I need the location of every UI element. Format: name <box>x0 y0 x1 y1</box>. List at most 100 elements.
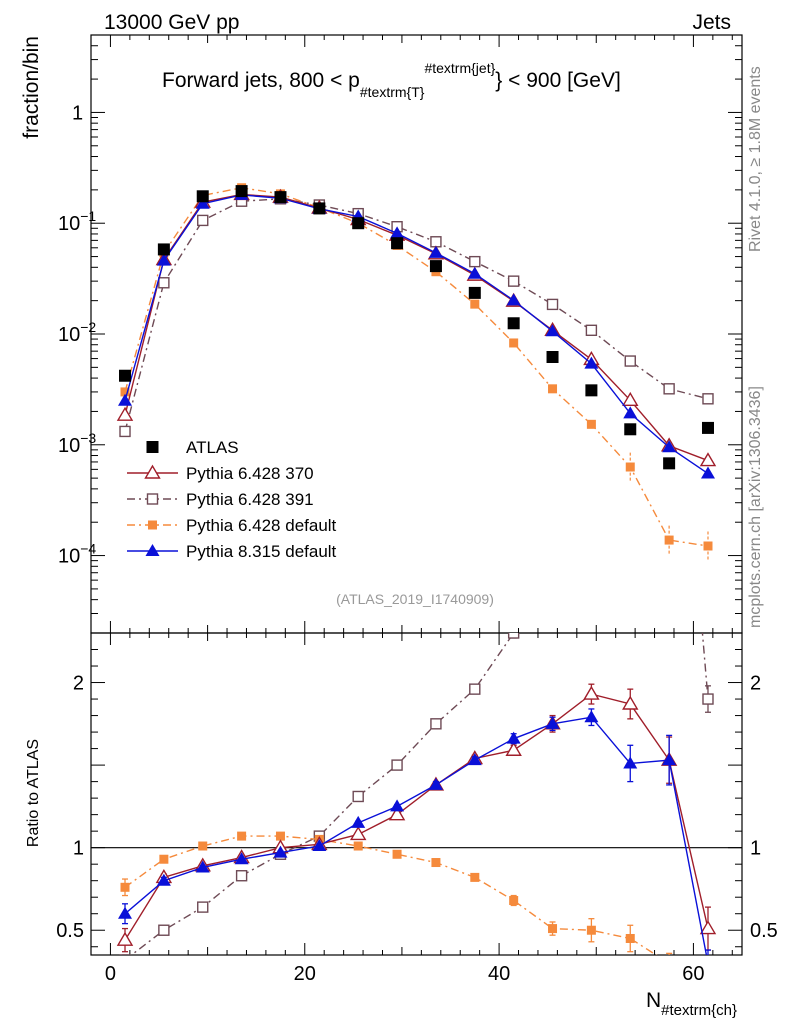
data-point-atlas <box>119 369 132 382</box>
y-tick-base: 10 <box>58 435 80 457</box>
legend-marker-py6_default <box>148 520 157 530</box>
ratio-point-py6_391 <box>197 901 209 913</box>
data-point-py6_391 <box>663 383 675 395</box>
data-point-atlas <box>274 191 287 204</box>
x-label-main: N <box>646 989 661 1012</box>
ratio-point-py6_391 <box>469 683 481 695</box>
x-tick-label: 0 <box>105 963 116 985</box>
data-point-atlas <box>429 260 442 273</box>
data-point-py8_default <box>118 393 133 406</box>
ratio-point-py6_default <box>198 841 208 851</box>
y-tick-exponent: −2 <box>80 319 96 335</box>
ratio-point-py6_391 <box>158 924 170 936</box>
data-point-py8_default <box>584 356 599 369</box>
ratio-point-py6_391 <box>352 790 364 803</box>
ratio-point-py6_default <box>392 849 402 859</box>
data-point-py8_default <box>390 226 405 239</box>
y-axis-label: fraction/bin <box>20 36 43 139</box>
data-point-py6_391 <box>430 236 442 248</box>
series-line-py6_391 <box>124 198 709 432</box>
data-point-py6_391 <box>507 275 520 287</box>
data-point-atlas <box>196 190 209 203</box>
data-point-py6_default <box>703 541 713 551</box>
x-tick-label: 60 <box>682 963 704 985</box>
ratio-point-py8_default <box>390 799 405 812</box>
title-main: Forward jets, 800 < p <box>162 69 360 92</box>
legend-label-py6_391: Pythia 6.428 391 <box>186 490 314 509</box>
legend-label-atlas: ATLAS <box>186 438 239 457</box>
legend-marker-py6_370 <box>144 464 161 479</box>
ratio-point-py8_default <box>467 753 482 766</box>
data-point-atlas <box>546 350 559 363</box>
x-label-subscript: #textrm{ch} <box>661 1002 737 1019</box>
y-tick-label: 10−1 <box>58 208 96 235</box>
ratio-line-py6_default <box>124 835 658 955</box>
main-axis-ticks: 10−410−310−210−11 <box>58 34 742 634</box>
data-point-py6_391 <box>624 355 636 367</box>
data-point-py6_391 <box>546 298 559 311</box>
ratio-point-py8_default <box>312 839 327 852</box>
ratio-point-py6_391 <box>664 232 674 242</box>
x-tick-label: 20 <box>294 963 316 985</box>
data-point-py6_default <box>548 384 558 394</box>
ratio-point-py6_default <box>509 896 519 906</box>
data-point-py6_370 <box>699 452 717 467</box>
y-tick-label: 10−3 <box>58 430 96 457</box>
data-point-atlas <box>352 217 365 230</box>
ratio-point-py6_default <box>275 831 285 841</box>
type-label: Jets <box>692 11 731 34</box>
ratio-point-py6_370 <box>116 931 134 946</box>
title-superscript: #textrm{jet} <box>424 60 495 76</box>
ratio-point-py8_default <box>584 710 599 723</box>
x-tick-label: 40 <box>488 963 510 985</box>
ratio-y-axis-label: Ratio to ATLAS <box>25 739 42 847</box>
data-point-py8_default <box>662 440 677 453</box>
ratio-point-py8_default <box>195 860 210 873</box>
ratio-point-py6_default <box>586 925 596 935</box>
rivet-version-label: Rivet 4.1.0, ≥ 1.8M events <box>747 66 764 252</box>
series-line-py6_370 <box>124 193 709 462</box>
ratio-point-py6_default <box>120 882 130 892</box>
energy-label: 13000 GeV pp <box>104 11 239 34</box>
ratio-y-tick-label-right: 0.5 <box>750 920 778 942</box>
data-point-py8_default <box>195 196 210 209</box>
ratio-point-py6_370 <box>583 685 600 700</box>
ratio-point-py8_default <box>156 873 171 886</box>
ratio-point-py6_default <box>625 933 635 943</box>
data-point-py8_default <box>545 324 560 337</box>
data-point-py6_391 <box>469 255 481 268</box>
data-point-py6_default <box>509 338 519 348</box>
title-subscript: #textrm{T} <box>360 84 425 100</box>
ratio-point-py6_391 <box>507 633 520 639</box>
y-tick-label: 1 <box>72 102 83 124</box>
ratio-point-py8_default <box>662 753 677 766</box>
data-point-atlas <box>585 384 598 397</box>
ratio-axis-ticks: 0 20 40 60 0.5 0.5 1 1 2 2 <box>56 621 778 985</box>
data-point-py6_default <box>586 419 596 429</box>
y-tick-base: 10 <box>58 546 80 568</box>
analysis-reference: (ATLAS_2019_I1740909) <box>336 591 494 607</box>
ratio-point-py8_default <box>118 906 133 919</box>
ratio-plot-frame <box>90 632 743 956</box>
ratio-point-py6_default <box>353 841 363 851</box>
ratio-point-py6_default <box>470 872 480 882</box>
ratio-y-tick-label-right: 1 <box>750 838 761 860</box>
data-point-py6_391 <box>158 277 170 289</box>
data-point-atlas <box>624 423 637 436</box>
ratio-point-py6_default <box>431 858 441 868</box>
data-point-py8_default <box>623 406 638 419</box>
legend-label-py6_default: Pythia 6.428 default <box>186 516 337 535</box>
ratio-point-py6_391 <box>702 693 714 705</box>
series-line-py6_default <box>124 187 709 547</box>
data-point-py6_391 <box>119 425 131 438</box>
data-point-py8_default <box>156 253 171 266</box>
data-point-atlas <box>663 457 676 470</box>
data-point-atlas <box>468 286 481 299</box>
ratio-point-py6_391 <box>430 718 442 730</box>
ratio-point-py6_391 <box>625 331 635 341</box>
data-point-py8_default <box>467 266 482 279</box>
data-point-py8_default <box>700 466 715 479</box>
ratio-point-py8_default <box>234 852 249 865</box>
data-point-py8_default <box>506 293 521 306</box>
